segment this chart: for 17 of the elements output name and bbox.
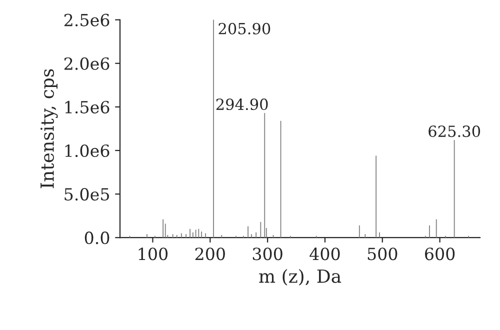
y-tick-label: 2.5e6 (64, 14, 110, 26)
x-tick-label: 600 (425, 248, 455, 260)
y-tick-label: 5.0e5 (64, 188, 109, 201)
x-tick-label: 100 (138, 248, 168, 260)
y-axis-title: Intensity, cps (40, 69, 58, 188)
y-tick-label: 0.0 (84, 232, 110, 244)
y-tick-label: 2.0e6 (64, 57, 110, 70)
y-tick-label: 1.0e6 (65, 144, 110, 158)
x-axis-title: m (z), Da (259, 269, 342, 286)
x-tick-label: 500 (368, 248, 398, 260)
x-tick-label: 200 (195, 248, 225, 260)
annotation: 625.30 (428, 126, 480, 138)
annotation: 205.90 (218, 22, 270, 34)
x-tick-label: 400 (310, 248, 340, 260)
annotation: 294.90 (216, 98, 268, 110)
y-tick-label: 1.5e6 (65, 100, 110, 114)
x-tick-label: 300 (252, 248, 282, 260)
